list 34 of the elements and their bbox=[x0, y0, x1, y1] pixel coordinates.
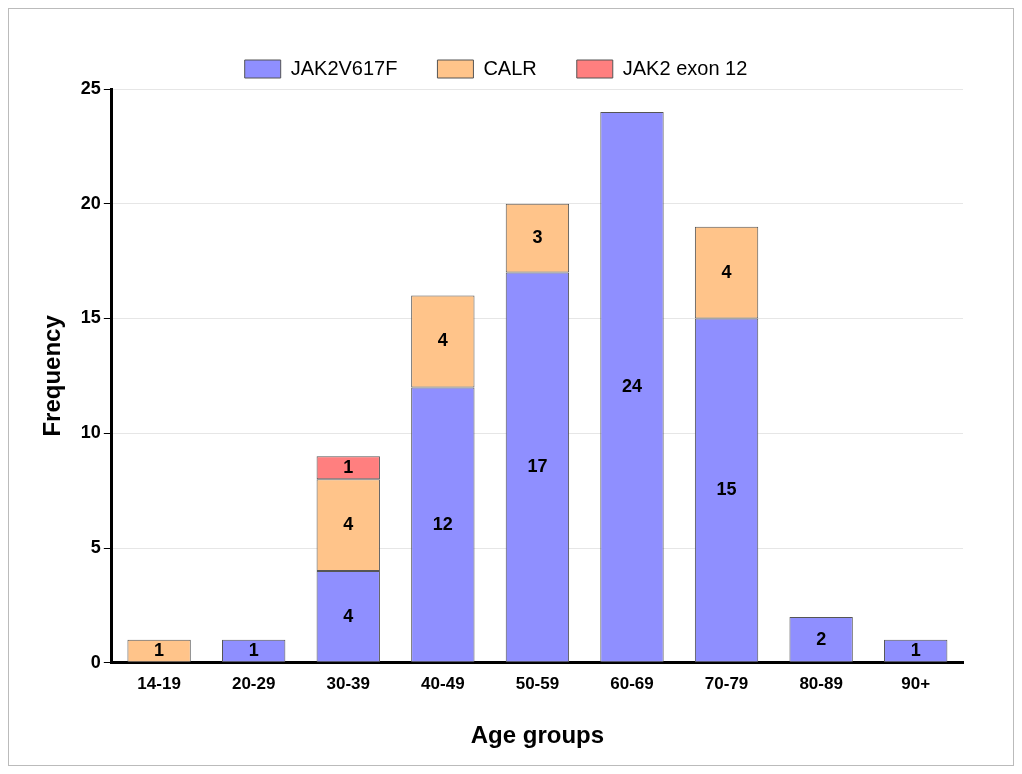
y-tick-label: 0 bbox=[90, 651, 101, 672]
data-label: 1 bbox=[343, 456, 354, 477]
legend-label: JAK2V617F bbox=[290, 56, 398, 79]
x-axis-title: Age groups bbox=[470, 721, 605, 749]
x-tick-label: 60-69 bbox=[610, 673, 654, 693]
legend-label: CALR bbox=[483, 56, 537, 79]
x-tick-label: 30-39 bbox=[326, 673, 370, 693]
legend-label: JAK2 exon 12 bbox=[622, 56, 748, 79]
data-label: 3 bbox=[532, 227, 543, 248]
x-tick-label: 50-59 bbox=[515, 673, 560, 693]
x-tick-label: 40-49 bbox=[421, 673, 465, 693]
y-tick-label: 10 bbox=[80, 422, 101, 443]
y-tick-label: 5 bbox=[90, 537, 101, 558]
y-tick-label: 20 bbox=[80, 192, 101, 213]
data-label: 4 bbox=[721, 261, 732, 282]
data-label: 17 bbox=[527, 456, 548, 477]
x-tick-label: 14-19 bbox=[137, 673, 181, 693]
x-tick-label: 80-89 bbox=[799, 673, 843, 693]
data-label: 4 bbox=[343, 605, 354, 626]
data-label: 15 bbox=[716, 479, 737, 500]
data-label: 2 bbox=[816, 628, 827, 649]
data-label: 1 bbox=[248, 640, 259, 661]
data-label: 12 bbox=[432, 513, 453, 534]
y-axis-title: Frequency bbox=[38, 314, 66, 437]
x-tick-label: 20-29 bbox=[231, 673, 276, 693]
data-label: 1 bbox=[910, 640, 921, 661]
data-label: 1 bbox=[154, 640, 165, 661]
x-tick-label: 90+ bbox=[901, 673, 931, 693]
y-tick-label: 15 bbox=[80, 307, 101, 328]
data-label: 4 bbox=[437, 330, 448, 351]
data-label: 24 bbox=[621, 376, 642, 397]
y-tick-label: 25 bbox=[80, 77, 101, 98]
data-label: 4 bbox=[343, 514, 354, 535]
x-tick-label: 70-79 bbox=[704, 673, 749, 693]
